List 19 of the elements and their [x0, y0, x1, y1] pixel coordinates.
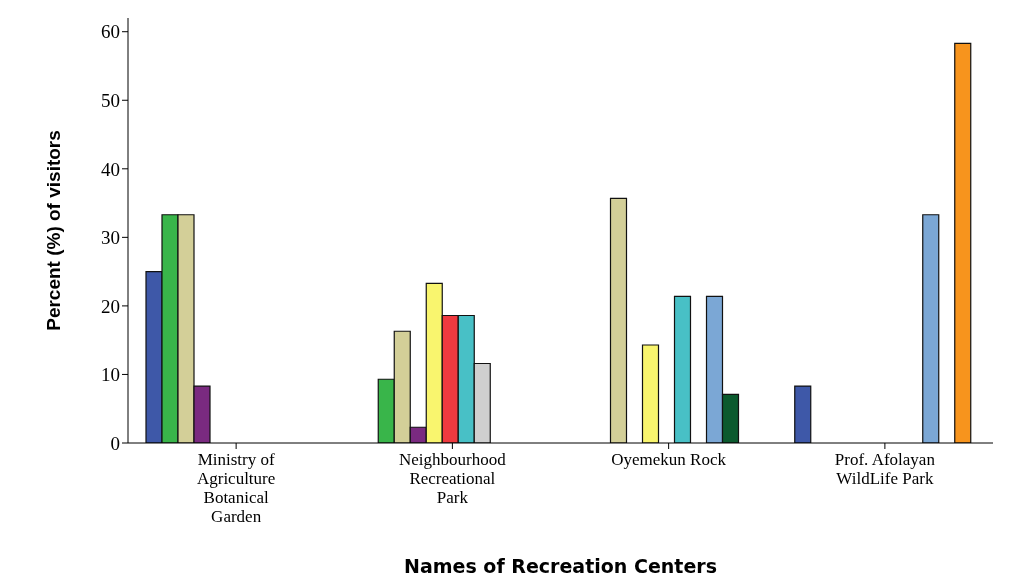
x-tick-label: Prof. Afolayan WildLife Park — [834, 450, 936, 488]
x-axis-title: Names of Recreation Centers — [404, 555, 717, 577]
y-tick-label: 50 — [101, 90, 120, 111]
y-tick-label: 40 — [101, 158, 120, 180]
y-tick-label: 60 — [101, 21, 120, 43]
x-tick-label: Ministry of Agriculture Botanical Garden — [196, 450, 276, 526]
bar — [673, 295, 692, 443]
y-tick-label: 0 — [110, 432, 120, 454]
y-tick-label: 10 — [101, 364, 120, 386]
bar — [954, 42, 972, 443]
bar — [794, 385, 812, 443]
bar — [922, 214, 940, 443]
bar — [641, 344, 660, 443]
x-tick-label: Oyemekun Rock — [611, 450, 727, 469]
y-tick-label: 30 — [101, 227, 120, 249]
y-tick-label: 20 — [101, 295, 120, 317]
y-axis-title: Percent (%) of visitors — [42, 130, 64, 331]
x-tick-label: Neighbourhood Recreational Park — [399, 450, 507, 507]
bar — [609, 197, 628, 443]
